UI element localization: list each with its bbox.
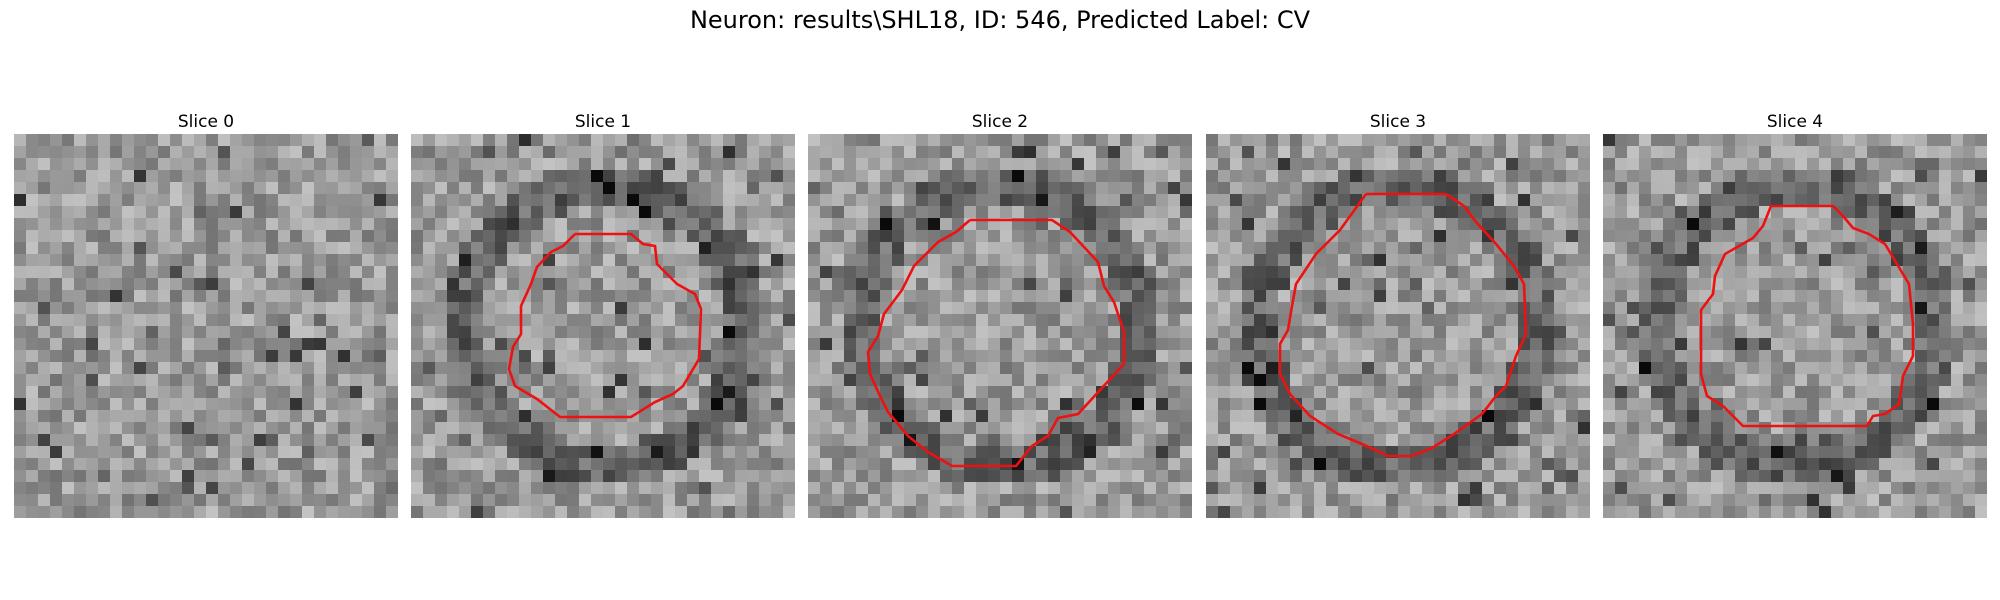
- microscopy-noise-1: [411, 134, 795, 518]
- red-contour-2: [866, 218, 1126, 468]
- slice-image-1: [411, 134, 795, 518]
- slice-title-3: Slice 3: [1369, 112, 1427, 132]
- slice-panel-0: Slice 0: [14, 112, 398, 518]
- slice-panel-2: Slice 2: [808, 112, 1192, 518]
- slice-title-0: Slice 0: [177, 112, 235, 132]
- slice-image-2: [808, 134, 1192, 518]
- slice-title-2: Slice 2: [971, 112, 1029, 132]
- red-contour-1: [507, 232, 703, 419]
- microscopy-noise-4: [1603, 134, 1987, 518]
- figure-title: Neuron: results\SHL18, ID: 546, Predicte…: [689, 6, 1311, 34]
- microscopy-noise-2: [808, 134, 1192, 518]
- slice-title-4: Slice 4: [1766, 112, 1824, 132]
- microscopy-noise-3: [1206, 134, 1590, 518]
- red-contour-4: [1699, 204, 1915, 428]
- slice-panel-3: Slice 3: [1206, 112, 1590, 518]
- red-contour-3: [1278, 192, 1528, 458]
- slice-image-3: [1206, 134, 1590, 518]
- slice-image-0: [14, 134, 398, 518]
- slice-image-4: [1603, 134, 1987, 518]
- microscopy-noise-0: [14, 134, 398, 518]
- slice-panel-1: Slice 1: [411, 112, 795, 518]
- slice-title-1: Slice 1: [574, 112, 632, 132]
- slice-panel-4: Slice 4: [1603, 112, 1987, 518]
